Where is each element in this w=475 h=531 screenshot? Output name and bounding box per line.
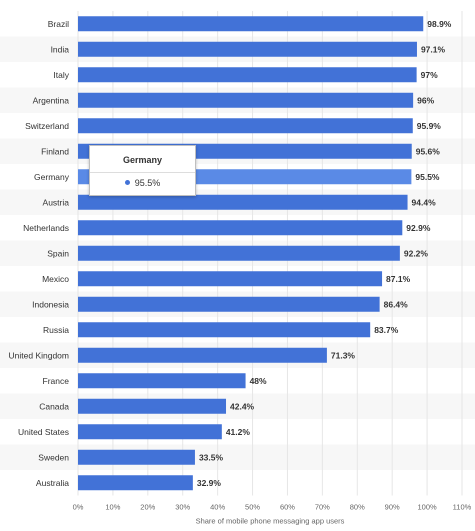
tooltip: Germany 95.5% (89, 145, 196, 196)
value-label: 71.3% (331, 350, 356, 360)
value-label: 48% (250, 376, 267, 386)
category-label: Switzerland (25, 121, 69, 131)
value-label: 83.7% (374, 325, 399, 335)
bar-austria (78, 194, 408, 210)
value-labels: 98.9% 97.1% 97% 96% 95.9% 95.6% 95.5% 94.4% 92.9… (197, 19, 452, 488)
category-label: Canada (39, 401, 69, 411)
category-label: Italy (53, 70, 69, 80)
category-label: Russia (43, 325, 69, 335)
value-label: 97.1% (421, 44, 446, 54)
category-label: Australia (36, 478, 69, 488)
category-label: Sweden (38, 452, 69, 462)
category-label: Indonesia (32, 299, 69, 309)
row-band (0, 444, 475, 470)
x-tick-label: 0% (73, 503, 84, 512)
value-label: 92.2% (404, 248, 429, 258)
x-tick-label: 100% (417, 503, 437, 512)
category-label: India (51, 44, 70, 54)
bar-switzerland (78, 118, 413, 134)
bar-netherlands (78, 220, 403, 236)
value-label: 32.9% (197, 478, 222, 488)
bar-spain (78, 245, 400, 261)
value-label: 98.9% (427, 19, 452, 29)
bar-india (78, 41, 417, 57)
x-tick-label: 80% (350, 503, 365, 512)
bar-italy (78, 67, 417, 83)
category-label: Argentina (33, 95, 70, 105)
value-label: 33.5% (199, 452, 224, 462)
value-label: 95.5% (415, 172, 440, 182)
bar-brazil (78, 16, 424, 32)
x-tick-label: 20% (140, 503, 155, 512)
value-label: 87.1% (386, 274, 411, 284)
bars (78, 16, 424, 491)
bar-united-states (78, 424, 222, 440)
tooltip-divider (90, 172, 195, 173)
x-tick-label: 110% (453, 503, 472, 512)
x-tick-label: 30% (175, 503, 190, 512)
x-tick-label: 40% (210, 503, 225, 512)
bar-russia (78, 322, 371, 338)
bar-australia (78, 475, 193, 491)
category-labels: Brazil India Italy Argentina Switzerland Finl… (9, 19, 70, 488)
category-label: France (43, 376, 70, 386)
category-label: United Kingdom (9, 350, 69, 360)
series-dot-icon (124, 180, 130, 185)
tooltip-title: Germany (122, 155, 163, 165)
value-label: 92.9% (406, 223, 431, 233)
value-label: 86.4% (384, 299, 409, 309)
tooltip-row: 95.5% (90, 178, 195, 188)
bar-france (78, 373, 246, 389)
x-tick-label: 90% (385, 503, 400, 512)
bar-sweden (78, 449, 195, 465)
tooltip-value: 95.5% (134, 178, 161, 188)
x-tick-label: 50% (245, 503, 260, 512)
bar-argentina (78, 92, 414, 108)
category-label: Mexico (42, 274, 69, 284)
category-label: Spain (47, 248, 69, 258)
value-label: 96% (417, 95, 434, 105)
value-label: 94.4% (412, 197, 437, 207)
value-label: 95.6% (416, 146, 441, 156)
x-tick-label: 10% (105, 503, 120, 512)
value-label: 41.2% (226, 427, 251, 437)
bar-mexico (78, 271, 383, 287)
bar-united-kingdom (78, 347, 327, 363)
category-label: Netherlands (23, 223, 69, 233)
category-label: United States (18, 427, 69, 437)
x-axis-ticks: 0% 10% 20% 30% 40% 50% 60% 70% 80% 90% 100% 110% (73, 503, 472, 512)
category-label: Austria (43, 197, 70, 207)
category-label: Finland (41, 146, 69, 156)
value-label: 97% (421, 70, 438, 80)
x-axis-title: Share of mobile phone messaging app user… (196, 517, 345, 526)
category-label: Brazil (48, 19, 69, 29)
bar-indonesia (78, 296, 380, 312)
bar-canada (78, 398, 227, 414)
x-tick-label: 60% (280, 503, 295, 512)
value-label: 42.4% (230, 401, 255, 411)
value-label: 95.9% (417, 121, 442, 131)
category-label: Germany (34, 172, 70, 182)
x-tick-label: 70% (315, 503, 330, 512)
